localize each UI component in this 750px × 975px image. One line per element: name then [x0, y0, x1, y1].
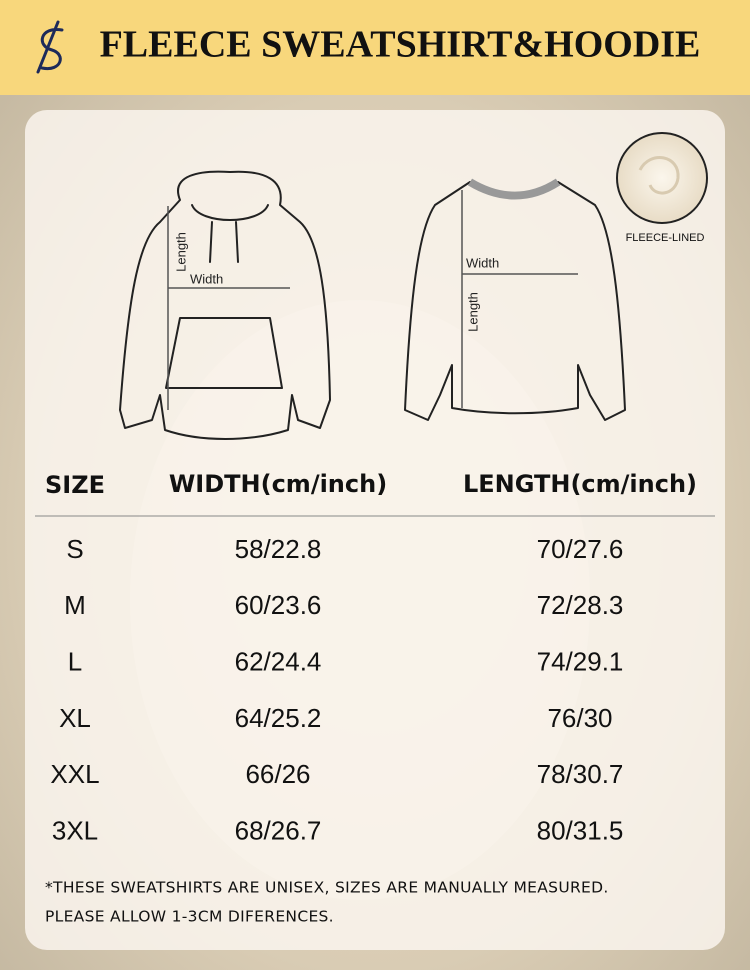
table-cell: XL	[59, 703, 91, 733]
table-cell: 72/28.3	[537, 590, 624, 620]
hoodie-length-label: Length	[173, 232, 188, 272]
table-cell: 80/31.5	[537, 815, 624, 845]
table-cell: L	[68, 646, 82, 676]
logo	[36, 20, 64, 74]
card	[25, 110, 725, 950]
table-cell: 64/25.2	[235, 703, 322, 733]
sweatshirt-width-label: Width	[466, 255, 499, 270]
table-cell: 70/27.6	[537, 534, 624, 564]
table-cell: 66/26	[245, 759, 310, 789]
table-body: S 58/22.8 70/27.6 M 60/23.6 72/28.3 L 62/24.4 74…	[50, 534, 623, 846]
table-cell: M	[64, 590, 86, 620]
table-cell: S	[66, 534, 83, 564]
table-cell: 76/30	[547, 703, 612, 733]
table-cell: 60/23.6	[235, 590, 322, 620]
note-line: *THESE SWEATSHIRTS ARE UNISEX, SIZES ARE…	[45, 879, 609, 897]
table-cell: XXL	[50, 759, 99, 789]
hoodie-width-label: Width	[190, 271, 223, 286]
table-cell: 62/24.4	[235, 646, 322, 676]
sweatshirt-illustration: Width Length	[404, 178, 626, 421]
table-cell: 3XL	[52, 815, 98, 845]
header-banner	[0, 0, 750, 95]
column-header: SIZE	[45, 471, 105, 499]
column-header: WIDTH(cm/inch)	[169, 470, 387, 498]
table-cell: 68/26.7	[235, 815, 322, 845]
hoodie-illustration: Length Width	[119, 170, 331, 440]
sweatshirt-length-label: Length	[465, 292, 480, 332]
size-table: SIZE WIDTH(cm/inch) LENGTH(cm/inch) S 58/…	[35, 470, 715, 845]
table-cell: 74/29.1	[537, 646, 624, 676]
fleece-badge: FLEECE-LINED	[616, 132, 708, 244]
table-cell: 58/22.8	[235, 534, 322, 564]
header-title: FLEECE SWEATSHIRT&HOODIE	[100, 24, 701, 66]
badge-label: FLEECE-LINED	[626, 232, 705, 244]
table-cell: 78/30.7	[537, 759, 624, 789]
note-line: PLEASE ALLOW 1-3CM DIFERENCES.	[45, 908, 334, 926]
column-header: LENGTH(cm/inch)	[463, 470, 697, 498]
